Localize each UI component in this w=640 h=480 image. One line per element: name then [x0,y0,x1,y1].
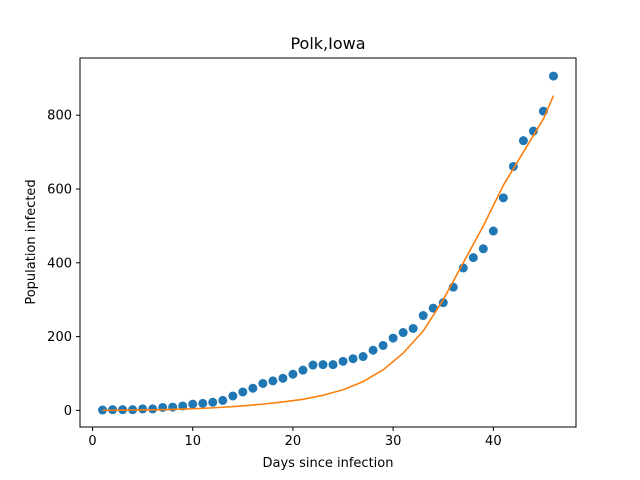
y-axis: 0 200 400 600 800 [47,109,80,419]
data-point [208,397,218,407]
data-point [308,360,318,370]
data-point [298,365,308,375]
x-tick-label: 0 [88,434,96,449]
fit-line [102,95,555,412]
chart-title: Polk,Iowa [290,34,365,53]
data-point [268,376,278,386]
data-point [548,71,558,81]
y-tick-label: 600 [47,182,72,197]
data-point [228,391,238,401]
y-tick-label: 800 [47,109,72,124]
y-tick-label: 400 [47,256,72,271]
data-point [438,298,448,308]
data-point [358,352,368,362]
x-tick-label: 10 [184,434,201,449]
data-point [218,395,228,405]
data-point [318,360,328,370]
x-tick-label: 20 [285,434,302,449]
data-point [198,398,208,408]
x-tick-label: 40 [485,434,502,449]
x-axis-label: Days since infection [263,456,394,471]
data-point [468,253,478,263]
data-point [248,383,258,393]
data-point [418,311,428,321]
data-point [488,226,498,236]
y-axis-label: Population infected [24,179,39,304]
data-point [278,373,288,383]
y-tick-label: 0 [64,404,72,419]
data-point [378,340,388,350]
data-point [398,328,408,338]
data-point [258,378,268,388]
data-point [188,399,198,409]
plot-frame [79,57,577,428]
data-point [328,360,338,370]
data-point [368,345,378,355]
data-point [528,126,538,136]
x-axis: 0 10 20 30 40 [88,427,502,449]
data-point [408,323,418,333]
y-tick-label: 200 [47,330,72,345]
data-point [338,356,348,366]
data-point [288,369,298,379]
data-point [348,354,358,364]
data-point [498,193,508,203]
x-tick-label: 30 [385,434,402,449]
data-point [138,404,148,414]
data-point [238,387,248,397]
data-point [158,402,168,412]
data-point [518,136,528,146]
plot-area [98,71,558,415]
data-point [388,333,398,343]
data-point [478,244,488,254]
data-point [148,404,158,414]
